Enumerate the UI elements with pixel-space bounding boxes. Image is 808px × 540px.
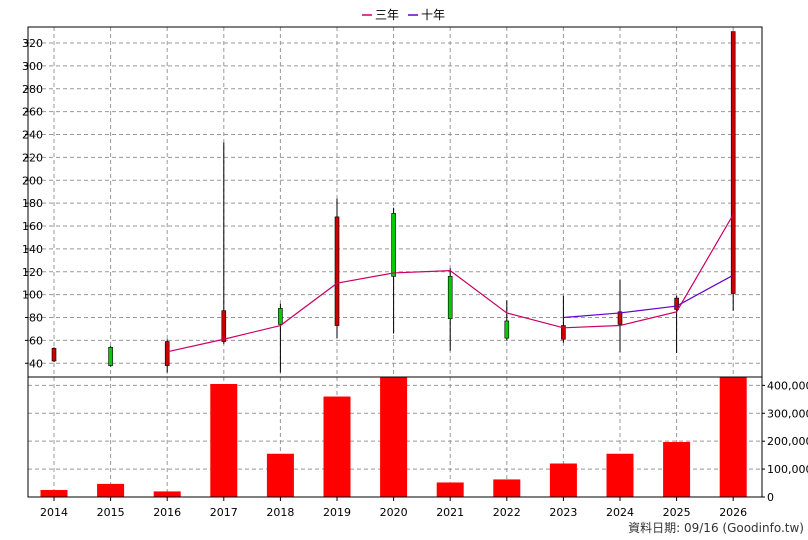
volume-bar-2018 xyxy=(266,453,294,497)
candle-body-2024 xyxy=(617,311,623,325)
x-tick-label: 2016 xyxy=(153,506,181,519)
price-axis: 40 60 80 100 120 140 160 180 200 220 240 260 280 300 3… xyxy=(22,37,43,370)
price-tick-label: 180 xyxy=(22,197,43,210)
candle-body-2020 xyxy=(391,213,396,277)
x-tick-label: 2019 xyxy=(323,506,351,519)
data-date-footer: 資料日期: 09/16 (Goodinfo.tw) xyxy=(628,521,804,535)
volume-bar-2023 xyxy=(549,463,577,497)
volume-frame xyxy=(27,376,763,498)
price-tick-label: 260 xyxy=(22,106,43,119)
volume-bar-2020 xyxy=(380,377,408,497)
price-tick-label: 320 xyxy=(22,37,43,50)
legend-label-3y: 三年 xyxy=(375,8,399,22)
candle-body-2022 xyxy=(504,320,510,339)
volume-tick-label: 200,000 xyxy=(767,435,808,448)
volume-bars xyxy=(40,377,747,497)
candle-body-2021 xyxy=(447,276,453,319)
candle-body-2026 xyxy=(730,31,736,294)
price-tick-label: 280 xyxy=(22,83,43,96)
x-tick-label: 2026 xyxy=(719,506,747,519)
x-tick-label: 2024 xyxy=(606,506,634,519)
volume-tick-label: 0 xyxy=(767,491,774,504)
volume-bar-2022 xyxy=(493,479,521,497)
price-tick-label: 220 xyxy=(22,151,43,164)
x-tick-label: 2018 xyxy=(266,506,294,519)
volume-axis: 0 100,000 200,000 300,000 400,000 xyxy=(762,379,808,504)
candle-body-2025 xyxy=(674,297,679,310)
ma-line-1 xyxy=(563,274,734,319)
x-tick-label: 2020 xyxy=(380,506,408,519)
volume-bar-2015 xyxy=(97,483,125,497)
volume-bar-2024 xyxy=(606,453,634,497)
candle-body-2014 xyxy=(51,348,57,362)
x-tick-label: 2021 xyxy=(436,506,464,519)
legend: 三年 十年 xyxy=(362,8,445,22)
price-tick-label: 300 xyxy=(22,60,43,73)
volume-tick-label: 400,000 xyxy=(767,379,808,392)
candle-body-2017 xyxy=(221,310,227,342)
candlesticks xyxy=(51,31,736,373)
volume-bar-2025 xyxy=(663,442,691,497)
price-tick-label: 100 xyxy=(22,289,43,302)
price-tick-label: 120 xyxy=(22,266,43,279)
x-tick-label: 2022 xyxy=(493,506,521,519)
volume-bar-2021 xyxy=(436,482,464,497)
x-tick-label: 2023 xyxy=(549,506,577,519)
price-tick-label: 140 xyxy=(22,243,43,256)
price-tick-label: 200 xyxy=(22,174,43,187)
volume-bar-2019 xyxy=(323,396,351,497)
price-tick-label: 160 xyxy=(22,220,43,233)
x-tick-label: 2014 xyxy=(40,506,68,519)
x-tick-label: 2025 xyxy=(663,506,691,519)
candle-body-2023 xyxy=(561,325,566,340)
price-tick-label: 80 xyxy=(29,312,43,325)
volume-bar-2016 xyxy=(153,491,181,497)
x-tick-label: 2015 xyxy=(97,506,125,519)
ma-line-0 xyxy=(167,214,734,353)
legend-label-10y: 十年 xyxy=(421,8,445,22)
volume-bar-2014 xyxy=(40,490,68,497)
candle-body-2019 xyxy=(334,216,340,326)
volume-bar-2026 xyxy=(719,377,747,497)
price-tick-label: 240 xyxy=(22,129,43,142)
price-tick-label: 60 xyxy=(29,334,43,347)
x-tick-label: 2017 xyxy=(210,506,238,519)
volume-bar-2017 xyxy=(210,383,238,497)
volume-tick-label: 100,000 xyxy=(767,463,808,476)
moving-average-lines xyxy=(167,214,734,353)
candle-body-2016 xyxy=(164,341,170,366)
candle-body-2015 xyxy=(108,346,113,366)
candle-body-2018 xyxy=(278,308,283,325)
volume-tick-label: 300,000 xyxy=(767,407,808,420)
x-axis: 2014 2015 2016 2017 2018 2019 2020 2021 2022 2023… xyxy=(40,497,747,519)
plot-frames xyxy=(27,26,763,498)
price-tick-label: 40 xyxy=(29,357,43,370)
